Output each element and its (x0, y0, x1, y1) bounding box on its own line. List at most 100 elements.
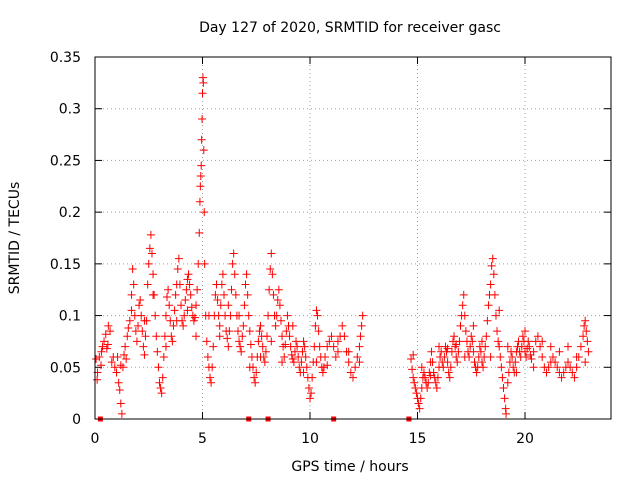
data-point (199, 78, 208, 87)
data-point (299, 337, 308, 346)
data-point (579, 332, 588, 341)
data-point (300, 342, 309, 351)
data-point (145, 244, 154, 253)
data-point (553, 363, 562, 372)
data-point (220, 290, 228, 299)
data-point (414, 399, 423, 408)
data-point (533, 332, 542, 341)
data-point (227, 285, 236, 294)
data-point (208, 363, 217, 372)
data-point (523, 344, 532, 353)
data-point (137, 311, 146, 320)
data-point (445, 373, 454, 382)
data-point (163, 292, 172, 301)
data-point (576, 342, 585, 351)
data-point (279, 342, 288, 351)
data-point (152, 332, 161, 341)
data-point (487, 261, 496, 270)
data-point (238, 332, 247, 341)
data-point (466, 342, 475, 351)
data-point (185, 280, 194, 289)
data-point (266, 265, 275, 274)
data-point (195, 197, 204, 206)
data-point (517, 342, 526, 351)
data-point (509, 363, 518, 372)
data-point (294, 352, 303, 361)
data-point (228, 259, 237, 268)
data-point (241, 280, 250, 289)
data-point (340, 332, 349, 341)
data-point (468, 337, 477, 346)
data-point (283, 311, 292, 320)
data-point (196, 171, 205, 180)
data-point (482, 332, 491, 341)
data-point (325, 337, 334, 346)
data-point (496, 352, 505, 361)
data-point (183, 306, 192, 315)
data-point (132, 337, 141, 346)
data-point (236, 342, 245, 351)
x-tick-label: 15 (409, 431, 427, 447)
data-point (140, 316, 149, 325)
data-point (92, 355, 101, 364)
data-point (582, 327, 591, 336)
data-point (311, 321, 320, 330)
data-point (156, 383, 165, 392)
data-point (355, 358, 364, 367)
data-point (192, 332, 201, 341)
data-point (467, 332, 476, 341)
data-point (200, 208, 209, 217)
data-point (140, 350, 149, 359)
data-point (313, 311, 322, 320)
data-point (122, 355, 131, 364)
data-point (173, 265, 182, 274)
data-point (307, 389, 316, 398)
data-point (353, 352, 362, 361)
data-point (258, 342, 267, 351)
data-point (149, 290, 158, 299)
data-point (302, 363, 311, 372)
data-point (174, 254, 183, 263)
data-point (521, 327, 529, 336)
data-point (231, 290, 240, 299)
data-point (157, 389, 166, 398)
data-point (202, 337, 211, 346)
data-point (215, 321, 224, 330)
data-point (149, 270, 158, 279)
data-point (181, 296, 190, 305)
data-point (564, 358, 572, 367)
data-point (409, 373, 418, 382)
data-point (431, 378, 440, 387)
data-point (136, 296, 145, 305)
data-point (138, 327, 147, 336)
data-point (308, 373, 317, 382)
data-point (495, 342, 504, 351)
data-point (489, 270, 498, 279)
data-point (525, 342, 534, 351)
x-tick-label: 20 (516, 431, 534, 447)
data-point (93, 375, 102, 384)
data-point (167, 332, 176, 341)
data-point (179, 321, 188, 330)
data-point (490, 290, 499, 299)
data-point (312, 306, 321, 315)
data-point (408, 365, 417, 374)
data-point (184, 270, 193, 279)
data-point (433, 373, 442, 382)
data-point (123, 332, 132, 341)
data-point (454, 347, 463, 356)
data-point (143, 280, 152, 289)
data-point (229, 249, 238, 258)
data-point (470, 358, 479, 367)
x-tick-label: 5 (198, 431, 207, 447)
data-point (333, 347, 342, 356)
data-point (412, 389, 421, 398)
data-point (199, 146, 208, 155)
data-point (135, 301, 144, 310)
chart-title: Day 127 of 2020, SRMTID for receiver gas… (199, 20, 501, 36)
data-point (432, 383, 441, 392)
data-point (314, 327, 323, 336)
data-point (153, 347, 162, 356)
data-point (282, 327, 291, 336)
data-point (98, 342, 107, 351)
